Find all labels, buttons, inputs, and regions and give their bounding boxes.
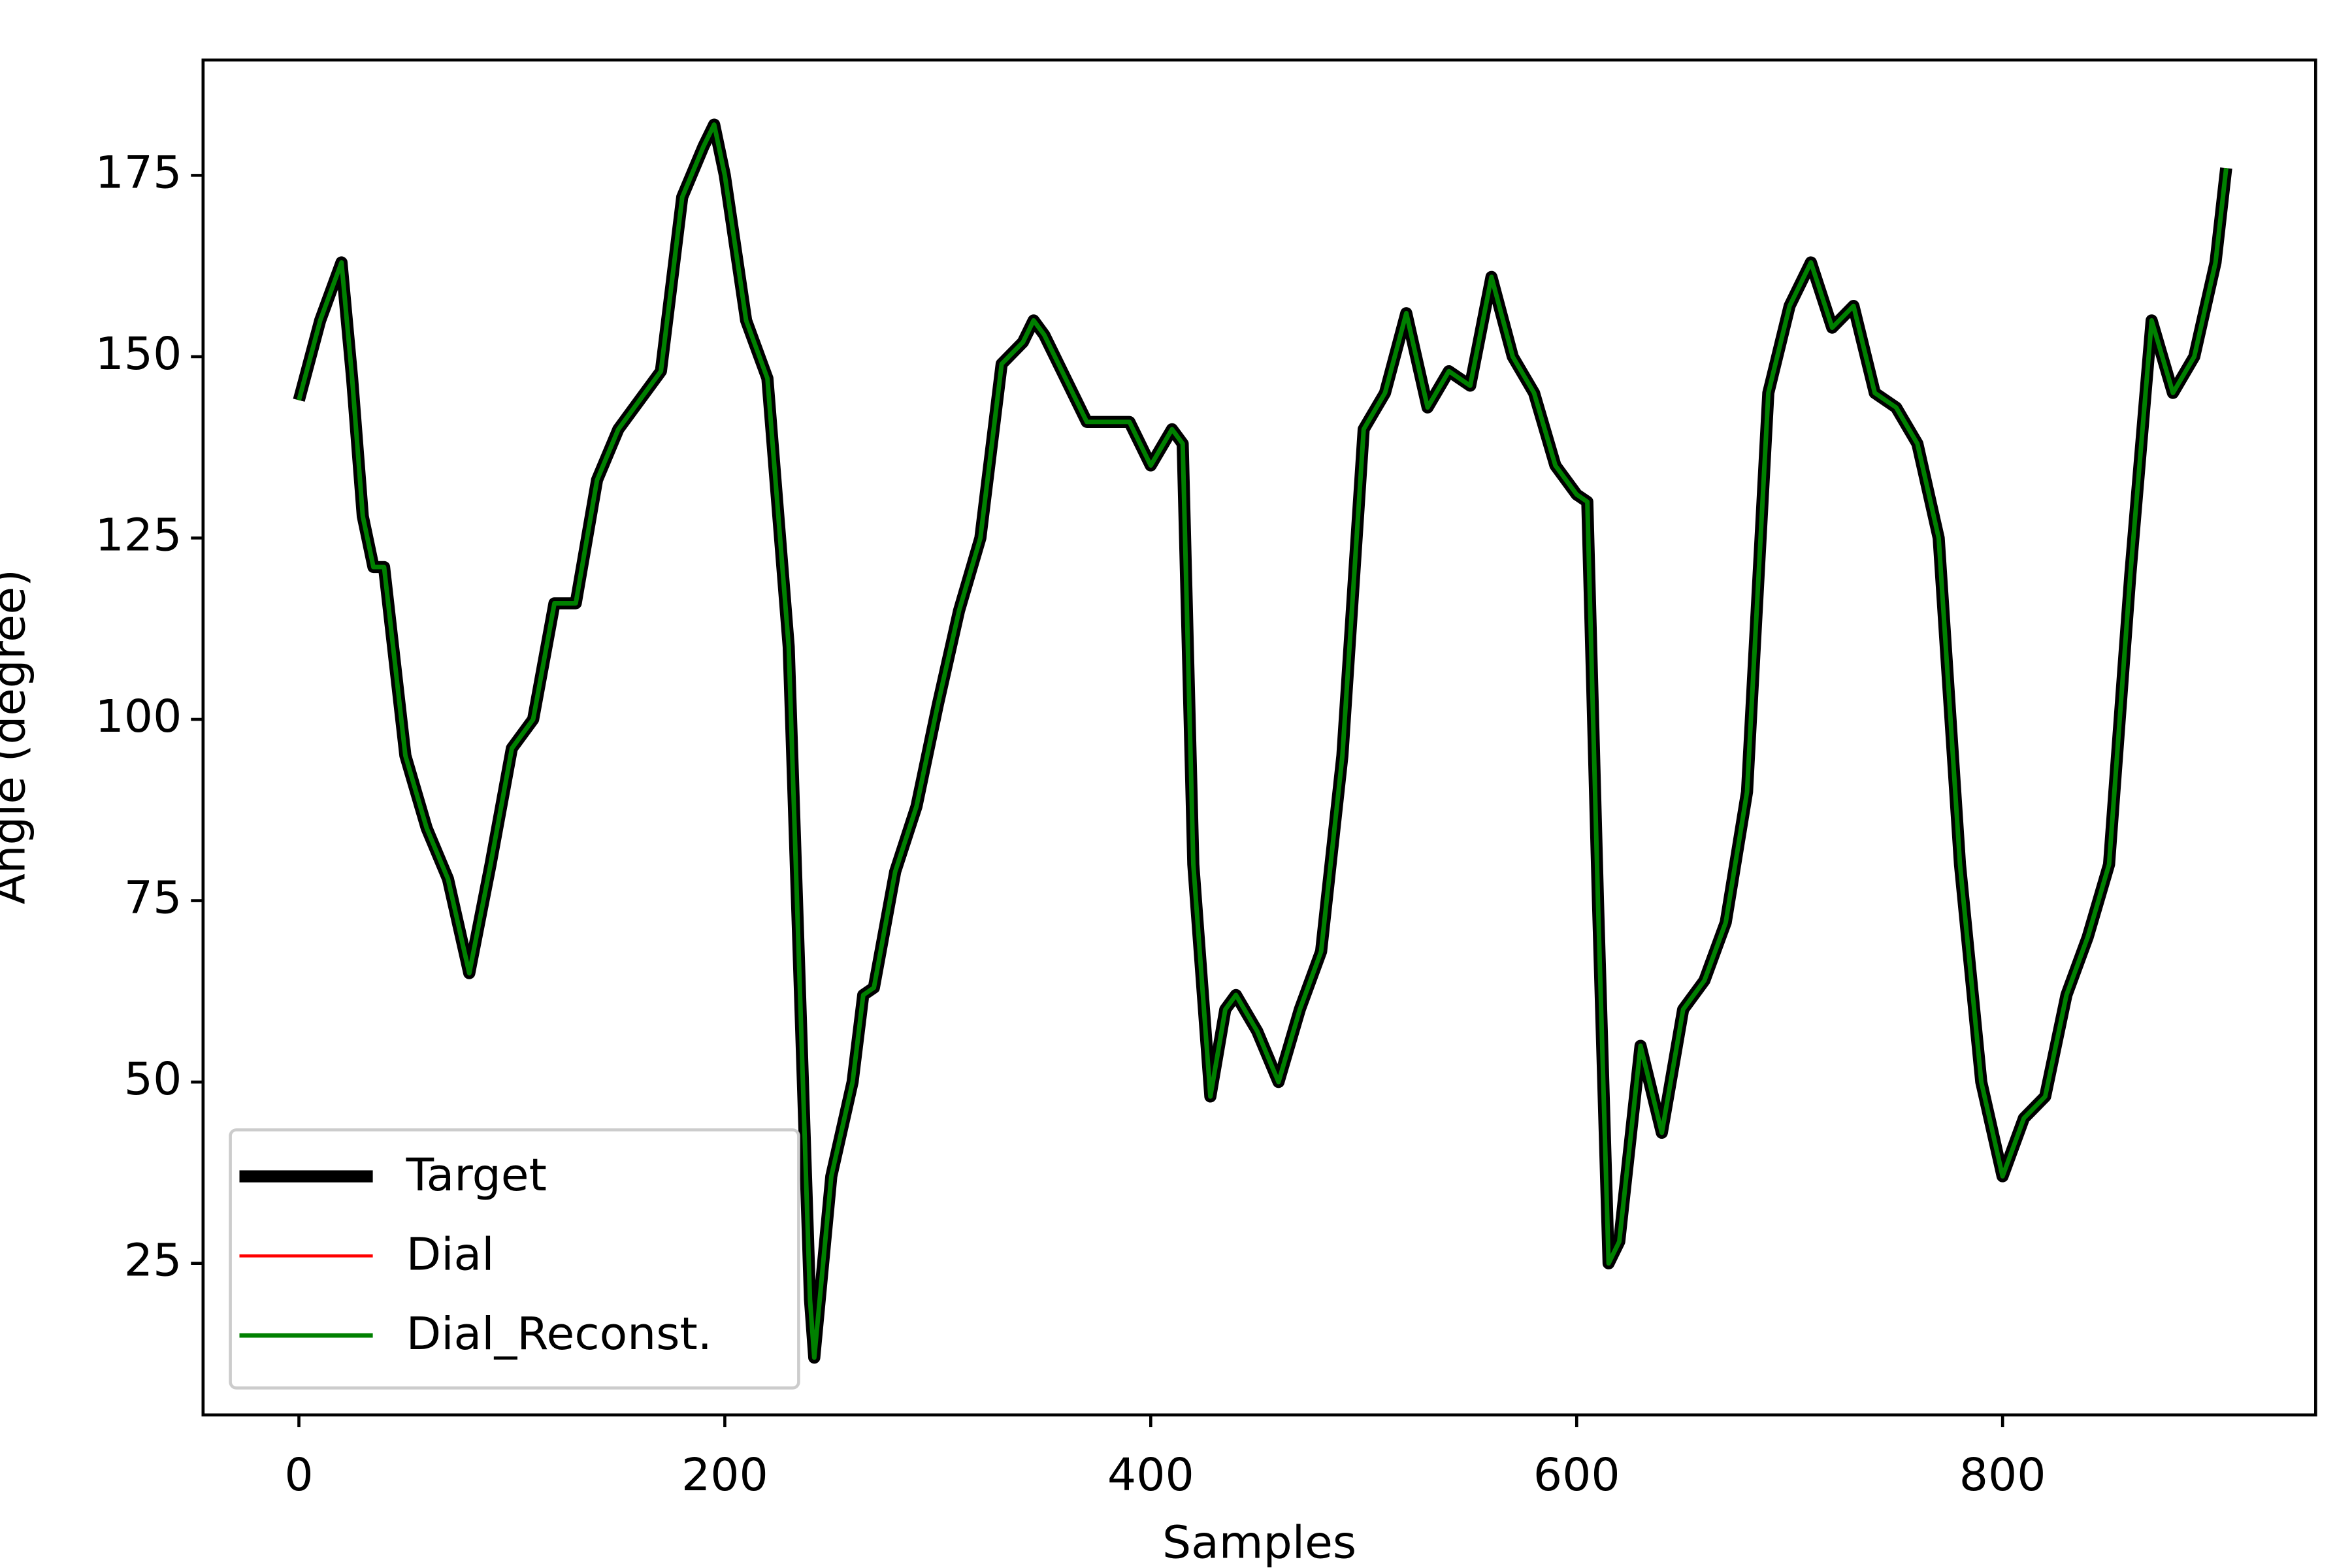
y-tick-label: 175 xyxy=(95,147,182,199)
x-tick-label: 200 xyxy=(681,1449,768,1501)
x-tick-label: 0 xyxy=(284,1449,313,1501)
x-tick-label: 600 xyxy=(1533,1449,1620,1501)
y-tick-label: 75 xyxy=(124,872,182,924)
legend-label: Target xyxy=(406,1149,547,1201)
legend-box xyxy=(229,1128,800,1390)
y-tick-label: 150 xyxy=(95,328,182,380)
legend-label: Dial_Reconst. xyxy=(406,1309,712,1361)
y-tick-label: 50 xyxy=(124,1053,182,1105)
y-tick-label: 100 xyxy=(95,691,182,743)
series-line xyxy=(297,122,2229,1360)
y-tick-label: 25 xyxy=(124,1235,182,1287)
y-tick-label: 125 xyxy=(95,510,182,562)
x-tick-label: 800 xyxy=(1959,1449,2046,1501)
x-tick-label: 400 xyxy=(1107,1449,1194,1501)
legend-label: Dial xyxy=(406,1229,495,1281)
y-axis-label: Angle (degree) xyxy=(0,569,36,904)
plot-frame xyxy=(201,58,2317,1417)
x-axis-label: Samples xyxy=(1162,1517,1356,1568)
